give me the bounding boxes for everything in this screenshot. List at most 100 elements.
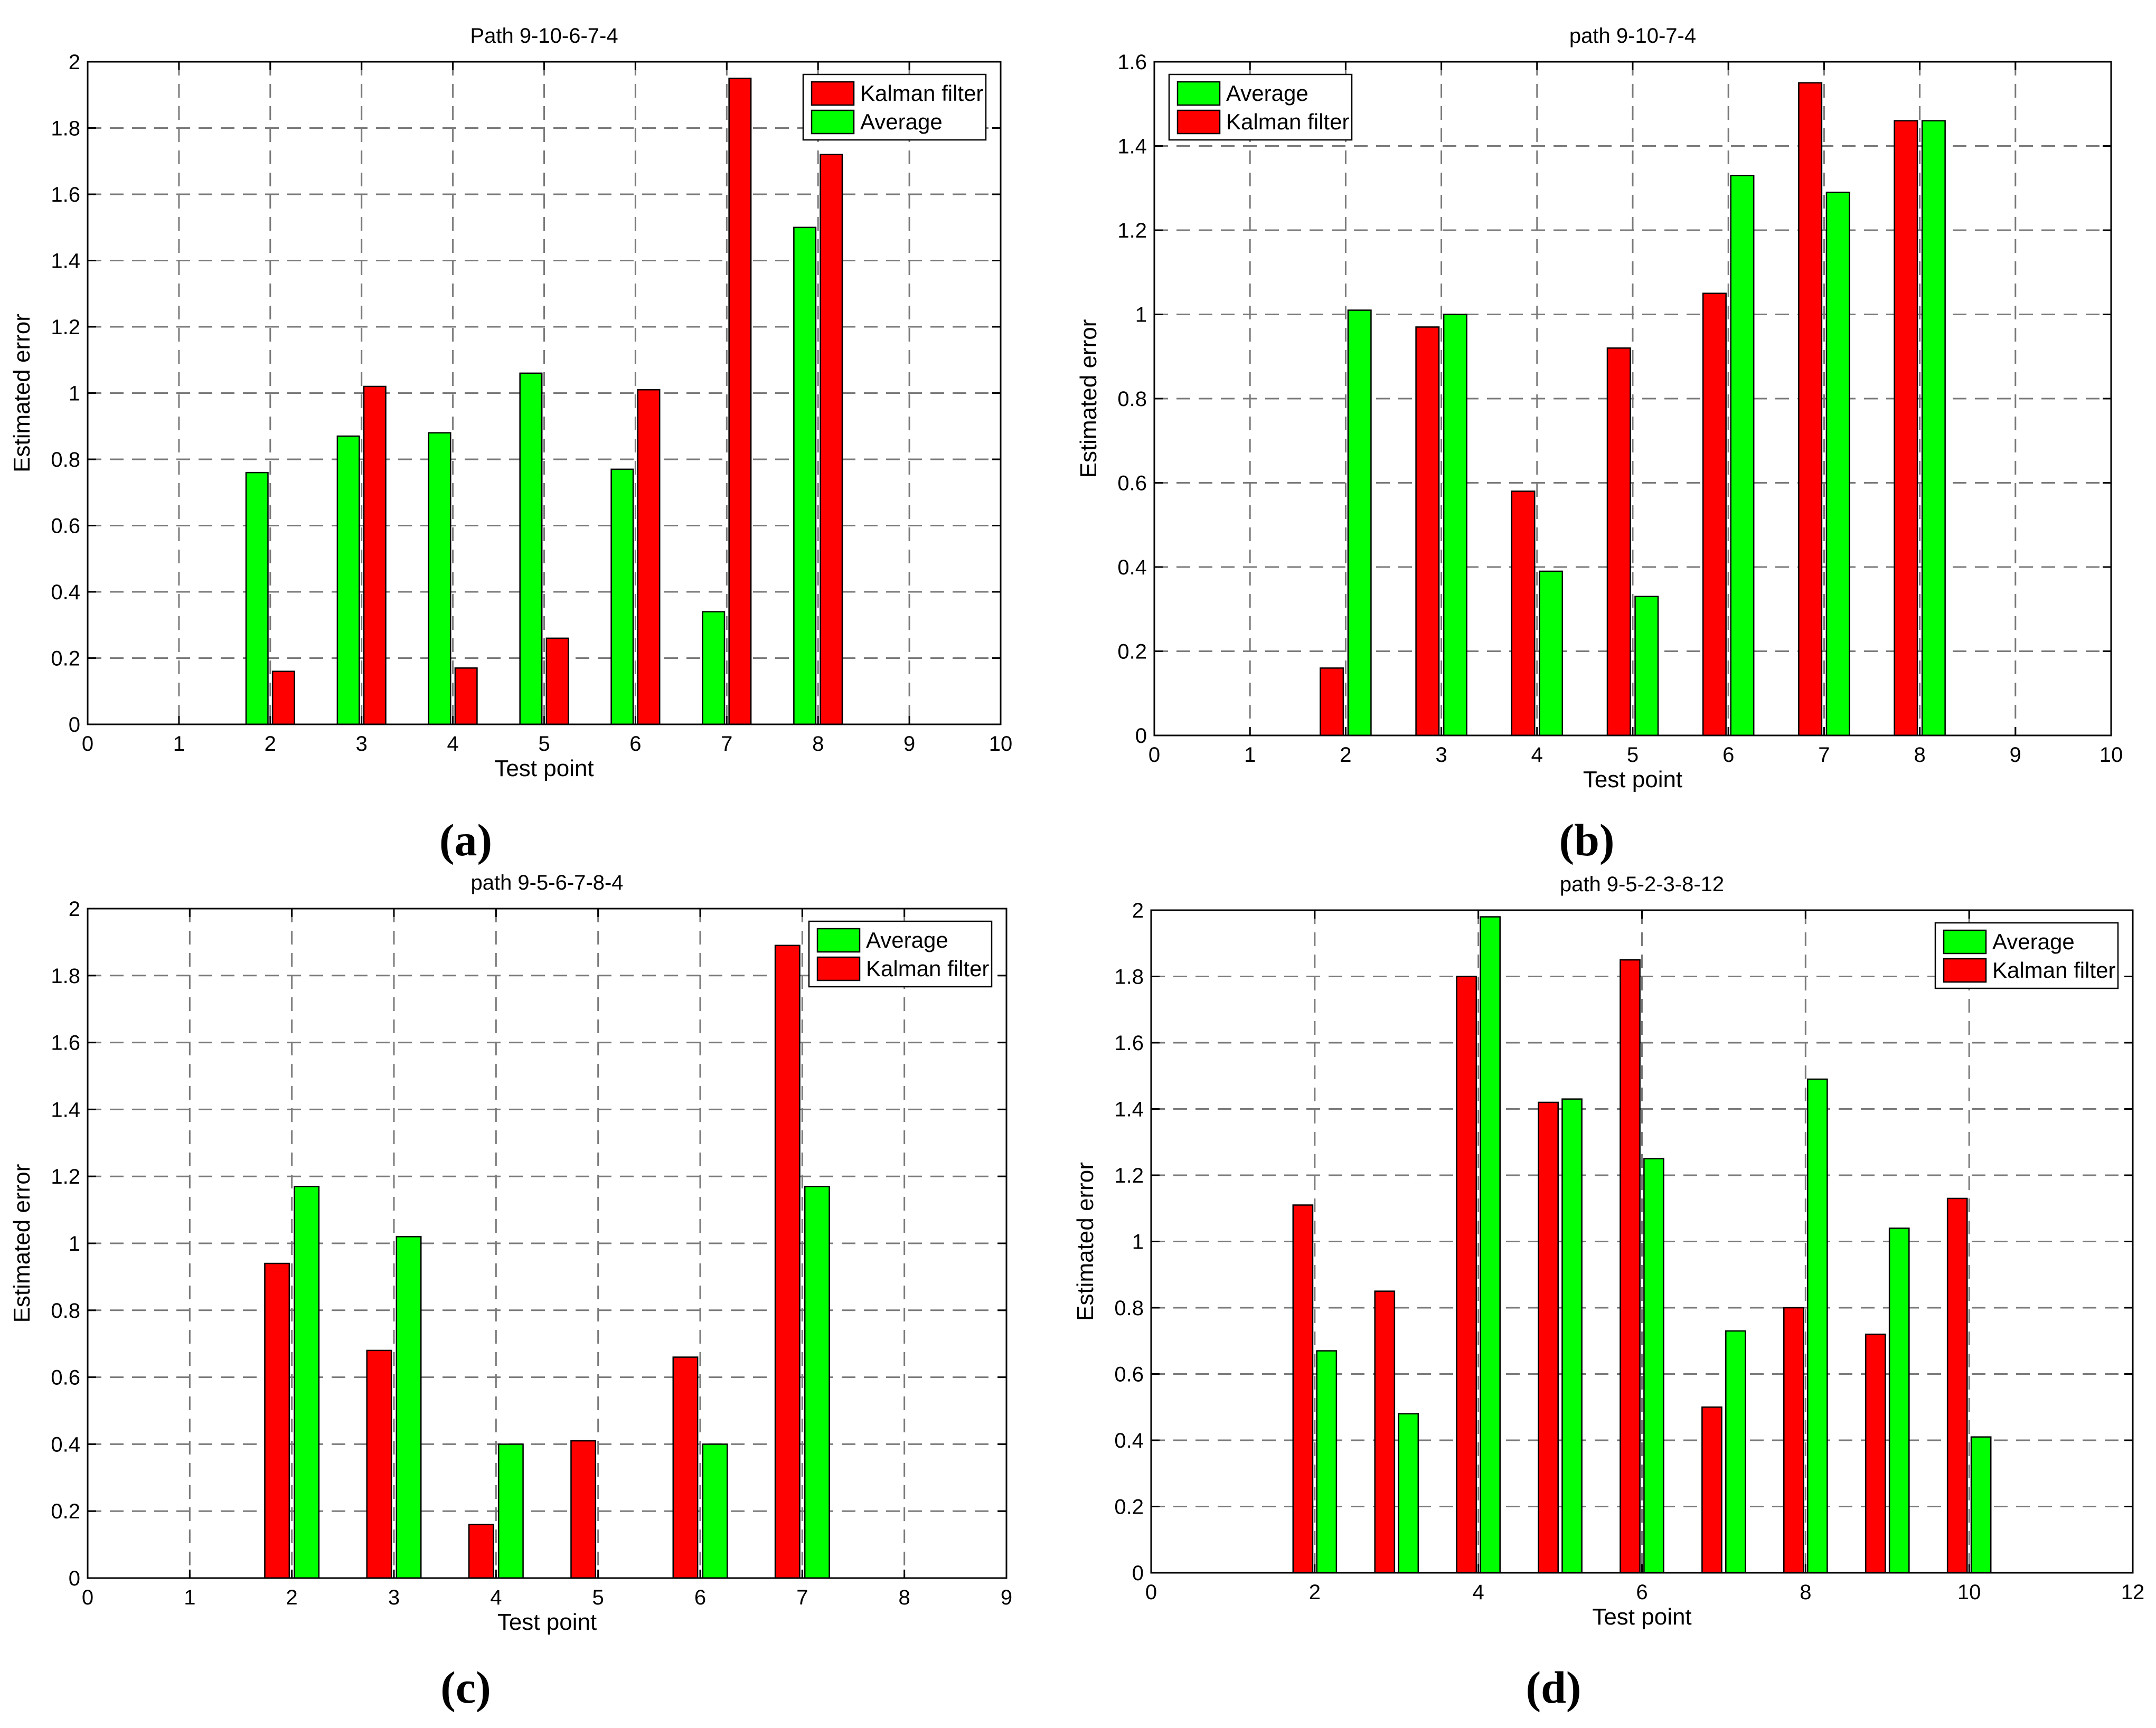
average-bar <box>1725 1330 1746 1574</box>
x-tick-label: 1 <box>1244 743 1256 767</box>
panel-letter-open-paren: ( <box>1559 815 1574 865</box>
x-tick-label: 7 <box>796 1586 808 1609</box>
x-tick-label: 6 <box>1722 743 1734 767</box>
kalman-filter-bar <box>1865 1333 1886 1574</box>
y-tick-label: 1.4 <box>51 1098 80 1121</box>
kalman-filter-bar <box>1783 1307 1804 1574</box>
x-tick-label: 6 <box>694 1586 706 1609</box>
plot-area-border <box>1150 909 2134 1574</box>
legend-swatch-kalman-filter <box>1176 109 1221 135</box>
average-bar <box>702 1443 728 1579</box>
x-tick-label: 0 <box>1145 1581 1157 1604</box>
x-tick-label: 1 <box>173 732 185 756</box>
average-bar <box>1539 570 1564 736</box>
panel-letter-close-paren: ) <box>1599 815 1615 865</box>
y-tick-label: 1 <box>1135 304 1147 327</box>
y-tick-label: 2 <box>69 51 80 74</box>
panel-letter-close-paren: ) <box>476 1662 491 1713</box>
kalman-filter-bar <box>1538 1101 1559 1574</box>
y-axis-label: Estimated error <box>1076 319 1101 478</box>
average-bar <box>793 226 817 725</box>
x-tick-label: 7 <box>721 732 732 756</box>
kalman-filter-bar <box>1415 326 1440 736</box>
plot-area-border <box>1153 61 2112 736</box>
average-bar <box>497 1443 524 1579</box>
y-tick-label: 1.4 <box>1117 135 1147 158</box>
y-tick-label: 1.8 <box>1114 966 1144 989</box>
chart-title: path 9-5-6-7-8-4 <box>470 871 623 894</box>
average-bar <box>1921 120 1946 736</box>
y-axis-label: Estimated error <box>9 1164 35 1323</box>
y-tick-label: 0.4 <box>51 1433 80 1456</box>
chart-title: Path 9-10-6-7-4 <box>470 24 618 48</box>
legend-swatch-kalman-filter <box>811 81 855 106</box>
panel-letter-open-paren: ( <box>1526 1662 1541 1713</box>
kalman-filter-bar <box>1511 490 1536 736</box>
average-bar <box>245 471 269 725</box>
legend: Average Kalman filter <box>808 920 993 988</box>
x-tick-label: 7 <box>1818 743 1830 767</box>
panel-letter: (c) <box>440 1662 491 1713</box>
average-bar <box>804 1185 830 1579</box>
y-tick-label: 1.2 <box>1114 1164 1144 1187</box>
x-tick-label: 8 <box>1800 1581 1811 1604</box>
kalman-filter-bar <box>264 1262 290 1579</box>
average-bar <box>1398 1413 1419 1574</box>
panel-letter-text: b <box>1574 815 1599 865</box>
panel-letter: (d) <box>1526 1662 1581 1713</box>
x-axis-label: Test point <box>497 1609 597 1635</box>
kalman-filter-bar <box>1894 120 1918 736</box>
y-tick-label: 1.4 <box>51 250 80 273</box>
panel-d-chart: 0 2 4 6 8 10 12 0 0.2 0.4 0.6 0.8 1 1.2 1.4 1.6 1.8 2 path… <box>1072 873 2144 1713</box>
x-tick-label: 8 <box>1914 743 1925 767</box>
y-tick-label: 1 <box>1132 1231 1144 1254</box>
average-bar <box>1347 309 1372 736</box>
legend-swatch-kalman-filter <box>1943 958 1987 983</box>
kalman-filter-bar <box>637 389 661 725</box>
plot-area-border <box>87 908 1008 1579</box>
kalman-filter-bar <box>468 1524 494 1579</box>
y-tick-label: 0.6 <box>1117 472 1147 495</box>
kalman-filter-bar <box>1456 976 1477 1574</box>
x-tick-label: 5 <box>592 1586 604 1609</box>
panel-c-chart: 0 1 2 3 4 5 6 7 8 9 0 0.2 0.4 0.6 0.8 1 1.2 1.4 1.6 1.8 2 pat… <box>9 871 1012 1713</box>
average-bar <box>1806 1078 1828 1574</box>
average-bar <box>519 372 543 725</box>
y-tick-label: 1.4 <box>1114 1098 1144 1121</box>
kalman-filter-bar <box>1606 347 1631 736</box>
y-tick-label: 1.6 <box>1117 51 1147 74</box>
y-tick-label: 1.2 <box>1117 219 1147 242</box>
legend-swatch-kalman-filter <box>816 956 861 981</box>
y-tick-label: 0.2 <box>51 1500 80 1523</box>
x-tick-label: 0 <box>1148 743 1160 767</box>
x-tick-label: 1 <box>184 1586 195 1609</box>
kalman-filter-bar <box>570 1440 597 1579</box>
legend-label-average: Average <box>1226 81 1308 106</box>
y-tick-label: 0 <box>1135 724 1147 748</box>
x-tick-label: 3 <box>1435 743 1447 767</box>
panel-letter-close-paren: ) <box>1566 1662 1581 1713</box>
legend-swatch-average <box>811 109 855 135</box>
average-bar <box>1634 596 1659 736</box>
y-axis-label: Estimated error <box>9 314 35 473</box>
y-tick-label: 1.6 <box>51 1032 80 1055</box>
kalman-filter-bar <box>1620 959 1641 1574</box>
x-tick-label: 0 <box>82 1586 93 1609</box>
y-tick-label: 1.8 <box>51 117 80 140</box>
x-tick-label: 5 <box>538 732 550 756</box>
x-tick-label: 8 <box>899 1586 910 1609</box>
legend-label-kalman-filter: Kalman filter <box>1992 958 2115 983</box>
y-tick-label: 0.4 <box>51 581 80 604</box>
x-tick-label: 10 <box>2099 743 2123 767</box>
x-axis-label: Test point <box>1592 1604 1691 1630</box>
x-tick-label: 3 <box>388 1586 400 1609</box>
x-tick-label: 6 <box>1636 1581 1647 1604</box>
x-tick-label: 3 <box>356 732 368 756</box>
average-bar <box>396 1236 422 1579</box>
kalman-filter-bar <box>1702 292 1727 736</box>
panel-letter: (a) <box>439 815 492 865</box>
y-tick-label: 1.2 <box>51 1165 80 1188</box>
legend-label-kalman-filter: Kalman filter <box>1226 109 1349 134</box>
x-tick-label: 2 <box>286 1586 298 1609</box>
legend-label-average: Average <box>1992 929 2075 954</box>
